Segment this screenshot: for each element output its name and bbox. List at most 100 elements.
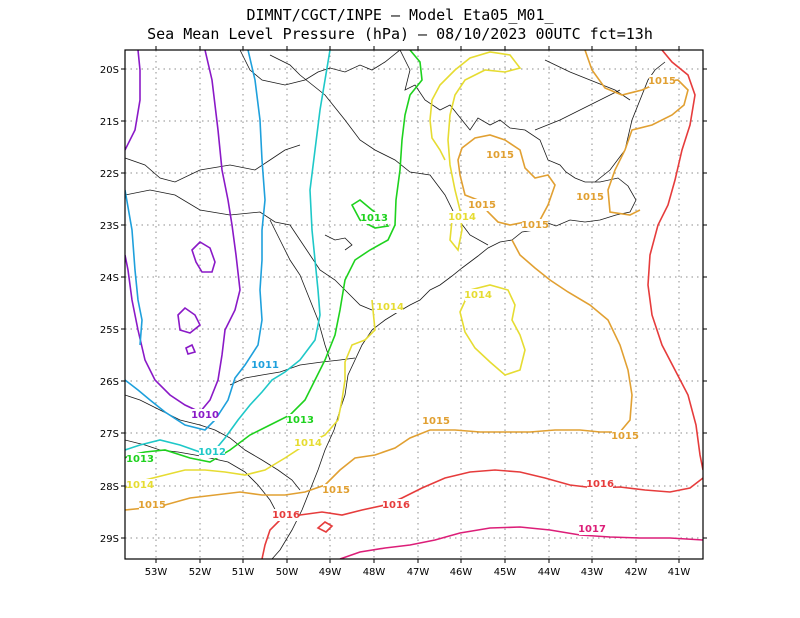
- isobar-label-bg: [139, 499, 165, 511]
- river: [269, 219, 331, 361]
- isobar-label-1015: 1015: [138, 500, 166, 511]
- isobar-label-1011: 1011: [251, 360, 279, 371]
- isobar-1016: [261, 469, 703, 559]
- isobar-1015: [584, 50, 689, 216]
- state-border-3: [239, 50, 401, 86]
- lat-label: 23S: [100, 221, 119, 232]
- lon-label: 48W: [363, 567, 386, 578]
- isobar-label-bg: [252, 359, 278, 371]
- state-border-6: [125, 394, 301, 491]
- isobars: [125, 50, 703, 559]
- lat-label: 26S: [100, 377, 119, 388]
- isobar-1014-closed: [459, 284, 526, 376]
- isobar-label-1013: 1013: [360, 213, 388, 224]
- isobar-label-bg: [577, 191, 603, 203]
- isobar-label-bg: [273, 509, 299, 521]
- lon-label: 46W: [450, 567, 473, 578]
- isobar-label-bg: [469, 199, 495, 211]
- isobar-label-bg: [522, 219, 548, 231]
- lat-label: 21S: [100, 117, 119, 128]
- gridlines: [125, 50, 703, 559]
- isobar-label-bg: [287, 414, 313, 426]
- isobar-label-1016: 1016: [586, 479, 614, 490]
- lon-label: 47W: [407, 567, 430, 578]
- isobar-label-bg: [295, 437, 321, 449]
- isobar-label-1013: 1013: [126, 454, 154, 465]
- isobar-1010: [125, 50, 141, 151]
- isobar-label-bg: [361, 212, 387, 224]
- lat-label: 22S: [100, 169, 119, 180]
- isobar-label-1013: 1013: [286, 415, 314, 426]
- isobar-label-1015: 1015: [486, 150, 514, 161]
- isobar-label-1016: 1016: [272, 510, 300, 521]
- axis-ticks: 20S 21S 22S 23S 24S 25S 26S 27S 28S 29S 53W 52W 51W 5…: [100, 46, 707, 578]
- lat-label: 24S: [100, 273, 119, 284]
- lat-label: 20S: [100, 65, 119, 76]
- isobar-label-bg: [587, 478, 613, 490]
- isobar-label-bg: [487, 149, 513, 161]
- isobar-1010: [125, 50, 241, 413]
- isobar-1015: [125, 239, 633, 511]
- isobar-label-1014: 1014: [376, 302, 404, 313]
- isobar-label-1015: 1015: [521, 220, 549, 231]
- lat-label: 28S: [100, 482, 119, 493]
- isobar-label-1015: 1015: [648, 76, 676, 87]
- lon-label: 41W: [668, 567, 691, 578]
- isobar-1017: [339, 526, 703, 559]
- isobar-label-1014: 1014: [294, 438, 322, 449]
- lon-label: 51W: [232, 567, 255, 578]
- isobar-label-bg: [127, 479, 153, 491]
- isobar-label-1015: 1015: [422, 416, 450, 427]
- isobar-label-bg: [465, 289, 491, 301]
- lon-label: 52W: [189, 567, 212, 578]
- isobar-label-1014: 1014: [464, 290, 492, 301]
- isobar-1016-closed: [316, 521, 334, 533]
- isobar-label-1014: 1014: [448, 212, 476, 223]
- isobar-1011: [125, 50, 266, 431]
- lat-label: 25S: [100, 325, 119, 336]
- lon-label: 44W: [538, 567, 561, 578]
- bay: [324, 234, 353, 251]
- state-border-1: [125, 189, 373, 311]
- map-frame: [124, 49, 704, 560]
- isobar-label-bg: [649, 75, 675, 87]
- state-border-8: [544, 59, 631, 101]
- isobar-labels: 1010 1011 1012 1013 1013 1013 1014 1014 1014 1014…: [126, 75, 676, 535]
- isobar-label-1015: 1015: [611, 431, 639, 442]
- isobar-label-bg: [383, 499, 409, 511]
- isobar-label-1015: 1015: [322, 485, 350, 496]
- isobar-label-bg: [199, 446, 225, 458]
- lat-label: 27S: [100, 429, 119, 440]
- lon-label: 50W: [276, 567, 299, 578]
- isobar-1011-west: [125, 189, 143, 346]
- isobar-1010-closed: [191, 240, 216, 273]
- isobar-label-bg: [612, 430, 638, 442]
- coastline: [271, 50, 637, 559]
- lon-label: 42W: [625, 567, 648, 578]
- isobar-1015: [457, 134, 556, 226]
- isobar-label-bg: [579, 523, 605, 535]
- isobar-label-1017: 1017: [578, 524, 606, 535]
- state-border-2: [125, 144, 301, 183]
- coastline-north: [594, 61, 666, 183]
- isobar-1012: [125, 50, 331, 453]
- isobar-1010-closed: [185, 343, 197, 355]
- isobar-label-bg: [323, 484, 349, 496]
- isobar-label-bg: [423, 415, 449, 427]
- isobar-label-1010: 1010: [191, 410, 219, 421]
- isobar-label-1014: 1014: [126, 480, 154, 491]
- lon-label: 49W: [319, 567, 342, 578]
- map-title-line-1: DIMNT/CGCT/INPE – Model Eta05_M01_: [246, 6, 554, 24]
- isobar-label-bg: [127, 453, 153, 465]
- state-border-9: [534, 89, 621, 131]
- state-border-5: [229, 357, 356, 386]
- isobar-label-1012: 1012: [198, 447, 226, 458]
- lon-label: 53W: [145, 567, 168, 578]
- isobar-label-1015: 1015: [468, 200, 496, 211]
- isobar-1016: [647, 50, 703, 471]
- isobar-1013: [125, 50, 423, 463]
- isobar-label-1015: 1015: [576, 192, 604, 203]
- isobar-label-bg: [192, 409, 218, 421]
- lat-label: 29S: [100, 534, 119, 545]
